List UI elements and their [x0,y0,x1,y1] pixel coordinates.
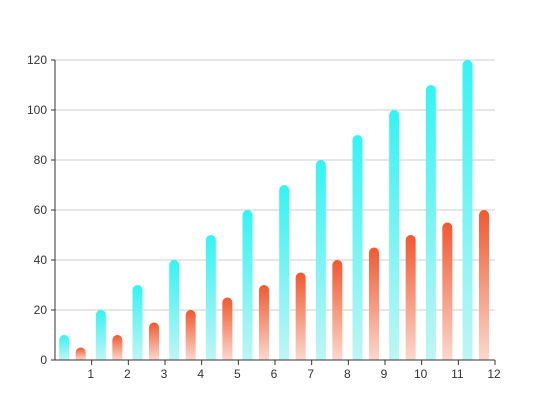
y-tick-label: 120 [27,53,47,67]
bar-series-2-9 [369,247,379,360]
bar-series-2-12 [479,210,489,360]
bar-series-2-3 [149,322,159,360]
x-tick-label: 10 [414,367,428,381]
x-tick-label: 1 [87,367,94,381]
bar-series-1-7 [279,185,290,360]
x-tick-label: 6 [271,367,278,381]
bar-series-1-2 [95,310,106,360]
bar-series-2-10 [405,235,416,360]
grid-layer [55,59,495,311]
bar-series-1-1 [59,335,70,360]
bar-series-2-6 [259,285,269,360]
y-tick-label: 40 [34,253,48,267]
bar-series-2-2 [112,335,123,360]
x-tick-label: 5 [234,367,241,381]
bar-series-1-10 [389,110,400,360]
x-tick-label: 8 [344,367,351,381]
bar-series-2-1 [75,347,86,360]
bar-series-1-3 [132,285,143,360]
y-tick-label: 0 [40,353,47,367]
bar-series-2-8 [332,260,343,360]
bar-series-1-9 [352,135,363,360]
x-tick-label: 7 [307,367,314,381]
bar-series-1-8 [315,160,326,360]
bar-series-1-5 [205,235,216,360]
x-tick-label: 2 [124,367,131,381]
bar-series-1-6 [242,210,253,360]
x-tick-label: 12 [487,367,501,381]
bar-series-2-11 [442,222,453,360]
bar-series-1-11 [425,85,436,360]
bar-series-2-4 [185,310,196,360]
bar-layer [59,60,489,360]
x-tick-label: 4 [197,367,204,381]
y-tick-label: 100 [27,103,47,117]
x-tick-label: 11 [451,367,464,381]
bar-series-2-5 [222,297,233,360]
bar-series-1-4 [169,260,180,360]
bar-series-2-7 [295,272,306,360]
y-tick-label: 80 [34,153,48,167]
y-tick-label: 60 [34,203,48,217]
bar-series-1-12 [462,60,473,360]
x-tick-label: 9 [381,367,388,381]
x-tick-label: 3 [161,367,168,381]
y-tick-label: 20 [34,303,48,317]
